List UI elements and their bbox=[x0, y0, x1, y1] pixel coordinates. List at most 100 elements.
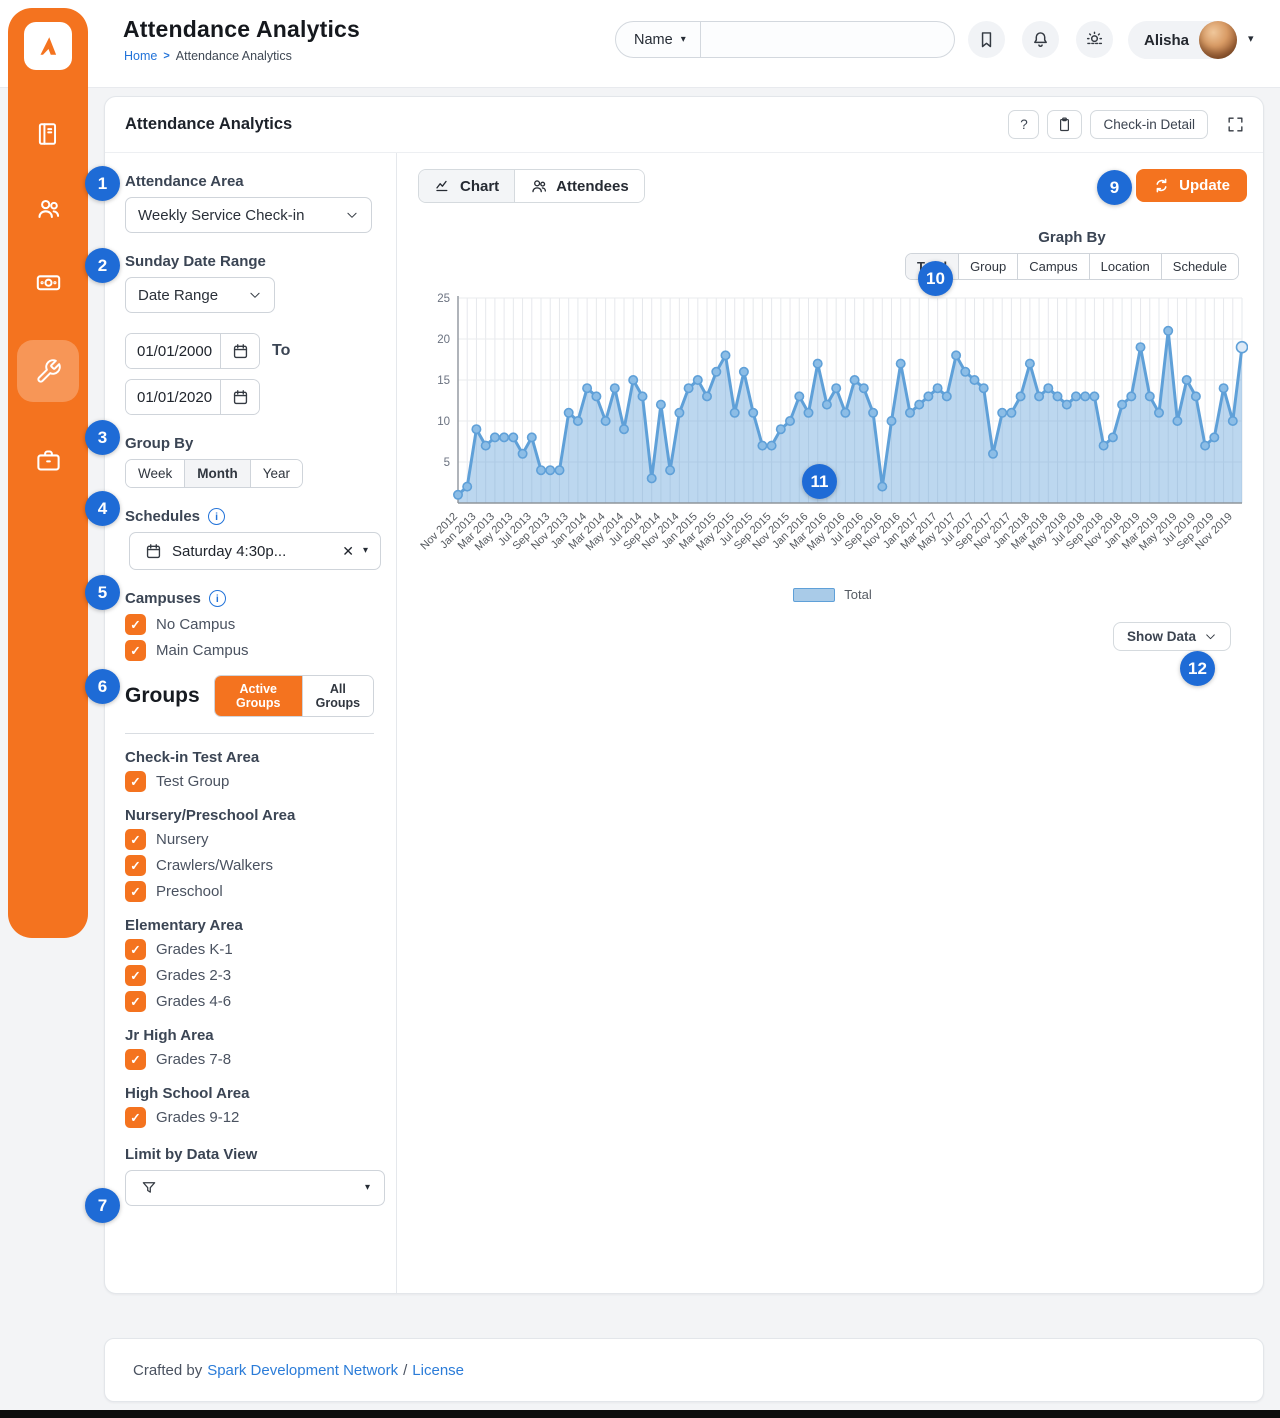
checkbox-checked-icon[interactable]: ✓ bbox=[125, 614, 146, 635]
user-menu[interactable]: Alisha bbox=[1128, 21, 1238, 59]
copy-button[interactable] bbox=[1047, 110, 1083, 139]
search-input[interactable] bbox=[700, 22, 954, 57]
graph-by-campus-button[interactable]: Campus bbox=[1017, 254, 1089, 279]
group-by-month-button[interactable]: Month bbox=[184, 460, 250, 487]
breadcrumb-home-link[interactable]: Home bbox=[124, 49, 158, 63]
people-icon bbox=[37, 199, 59, 218]
license-link[interactable]: License bbox=[412, 1361, 464, 1379]
top-header: Attendance Analytics Home > Attendance A… bbox=[0, 0, 1280, 88]
checkbox-label: Grades 9-12 bbox=[156, 1109, 240, 1126]
checkbox-row-grades-k-1[interactable]: ✓ Grades K-1 bbox=[125, 939, 374, 960]
callout-badge-1: 1 bbox=[85, 166, 120, 201]
tab-chart[interactable]: Chart bbox=[419, 170, 515, 202]
remove-schedule-icon[interactable]: ✕ bbox=[342, 542, 354, 559]
graph-by-location-button[interactable]: Location bbox=[1088, 254, 1161, 279]
checkbox-row-grades-2-3[interactable]: ✓ Grades 2-3 bbox=[125, 965, 374, 986]
attendees-icon bbox=[532, 180, 547, 193]
group-by-year-button[interactable]: Year bbox=[249, 460, 303, 487]
sidebar-item-people[interactable] bbox=[18, 192, 78, 224]
checkbox-checked-icon[interactable]: ✓ bbox=[125, 939, 146, 960]
sidebar-item-documentation[interactable] bbox=[18, 118, 78, 150]
date-range-preset-value: Date Range bbox=[138, 286, 219, 304]
checkbox-checked-icon[interactable]: ✓ bbox=[125, 829, 146, 850]
fullscreen-button[interactable] bbox=[1226, 115, 1245, 134]
checkbox-checked-icon[interactable]: ✓ bbox=[125, 881, 146, 902]
help-button[interactable]: ? bbox=[1008, 110, 1040, 139]
graph-by-group-button[interactable]: Group bbox=[958, 254, 1018, 279]
show-data-button[interactable]: Show Data bbox=[1112, 622, 1231, 651]
graph-by-schedule-button[interactable]: Schedule bbox=[1160, 254, 1238, 279]
checkbox-row-test-group[interactable]: ✓ Test Group bbox=[125, 771, 374, 792]
chart-legend[interactable]: Total bbox=[418, 587, 1247, 602]
checkbox-checked-icon[interactable]: ✓ bbox=[125, 640, 146, 661]
bookmarks-button[interactable] bbox=[968, 21, 1005, 58]
info-icon[interactable]: i bbox=[208, 508, 226, 525]
page-title: Attendance Analytics bbox=[123, 16, 361, 42]
tab-attendees[interactable]: Attendees bbox=[514, 170, 644, 202]
update-button[interactable]: Update bbox=[1136, 169, 1247, 202]
attendance-area-label: Attendance Area bbox=[125, 173, 244, 190]
attendance-analytics-panel: Attendance Analytics ? Check-in Detail A… bbox=[104, 96, 1264, 1294]
schedules-picker[interactable]: Saturday 4:30p... ✕ ▾ bbox=[129, 532, 381, 570]
panel-title: Attendance Analytics bbox=[125, 115, 293, 133]
breadcrumb-current: Attendance Analytics bbox=[175, 49, 292, 63]
svg-text:10: 10 bbox=[437, 416, 450, 428]
chevron-down-icon bbox=[1206, 634, 1215, 640]
sidebar-item-finance[interactable] bbox=[18, 266, 78, 298]
all-groups-button[interactable]: All Groups bbox=[301, 676, 373, 716]
rock-logo[interactable] bbox=[24, 22, 72, 70]
checkbox-row-nursery[interactable]: ✓ Nursery bbox=[125, 829, 374, 850]
sidebar-item-work[interactable] bbox=[18, 444, 78, 476]
checkbox-label: Grades 2-3 bbox=[156, 967, 232, 984]
rock-logo-icon bbox=[40, 37, 57, 55]
data-view-picker[interactable]: ▾ bbox=[125, 1170, 385, 1206]
checkbox-checked-icon[interactable]: ✓ bbox=[125, 965, 146, 986]
checkbox-row-crawlers-walkers[interactable]: ✓ Crawlers/Walkers bbox=[125, 855, 374, 876]
refresh-icon bbox=[1156, 178, 1167, 193]
avatar[interactable] bbox=[1199, 21, 1238, 59]
callout-badge-4: 4 bbox=[85, 491, 120, 526]
start-date-calendar-button[interactable] bbox=[220, 334, 259, 368]
sidebar-item-tools-active[interactable] bbox=[17, 340, 79, 402]
attendance-area-select[interactable]: Weekly Service Check-in bbox=[125, 197, 372, 233]
checkbox-row-no-campus[interactable]: ✓ No Campus bbox=[125, 614, 374, 635]
date-range-preset-select[interactable]: Date Range bbox=[125, 277, 275, 313]
checkbox-row-grades-9-12[interactable]: ✓ Grades 9-12 bbox=[125, 1107, 374, 1128]
checkbox-checked-icon[interactable]: ✓ bbox=[125, 1049, 146, 1070]
active-groups-button[interactable]: Active Groups bbox=[214, 676, 302, 716]
sidebar-nav bbox=[8, 8, 88, 938]
person-search: Name ▾ bbox=[615, 21, 955, 58]
checkbox-row-grades-4-6[interactable]: ✓ Grades 4-6 bbox=[125, 991, 374, 1012]
checkbox-checked-icon[interactable]: ✓ bbox=[125, 991, 146, 1012]
spark-network-link[interactable]: Spark Development Network bbox=[207, 1361, 399, 1379]
search-category-dropdown[interactable]: Name ▾ bbox=[616, 22, 701, 57]
user-caret-down-icon[interactable]: ▾ bbox=[1248, 33, 1254, 45]
checkbox-row-grades-7-8[interactable]: ✓ Grades 7-8 bbox=[125, 1049, 374, 1070]
checkbox-checked-icon[interactable]: ✓ bbox=[125, 771, 146, 792]
attendance-chart[interactable]: 5 10 15 20 25 Nov 2012 Jan 2013 Mar 2013 May 201… bbox=[418, 290, 1249, 585]
group-area-heading: Jr High Area bbox=[125, 1027, 214, 1044]
end-date-calendar-button[interactable] bbox=[220, 380, 259, 414]
graph-by-label: Graph By bbox=[1038, 229, 1106, 246]
callout-badge-2: 2 bbox=[85, 248, 120, 283]
caret-down-icon[interactable]: ▾ bbox=[362, 545, 368, 556]
start-date-input[interactable] bbox=[126, 334, 220, 368]
notifications-button[interactable] bbox=[1022, 21, 1059, 58]
campuses-label: Campuses i bbox=[125, 590, 374, 607]
checkbox-checked-icon[interactable]: ✓ bbox=[125, 855, 146, 876]
checkbox-row-preschool[interactable]: ✓ Preschool bbox=[125, 881, 374, 902]
search-category-label: Name bbox=[634, 31, 673, 48]
divider bbox=[125, 733, 374, 734]
fullscreen-icon bbox=[1228, 117, 1243, 132]
theme-toggle-button[interactable] bbox=[1076, 21, 1113, 58]
footer: Crafted by Spark Development Network / L… bbox=[104, 1338, 1264, 1402]
checkbox-checked-icon[interactable]: ✓ bbox=[125, 1107, 146, 1128]
callout-badge-10: 10 bbox=[918, 261, 953, 296]
group-by-week-button[interactable]: Week bbox=[126, 460, 185, 487]
info-icon[interactable]: i bbox=[208, 590, 226, 607]
checkin-detail-button[interactable]: Check-in Detail bbox=[1090, 110, 1208, 139]
taskbar-strip bbox=[0, 1410, 1280, 1418]
end-date-input[interactable] bbox=[126, 380, 220, 414]
graph-by-segmented-control: Total Group Campus Location Schedule bbox=[904, 253, 1239, 280]
checkbox-row-main-campus[interactable]: ✓ Main Campus bbox=[125, 640, 374, 661]
